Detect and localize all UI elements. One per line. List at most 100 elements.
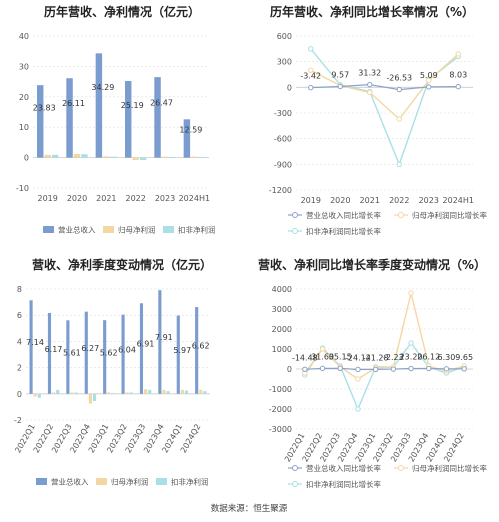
chart-title: 历年营收、净利情况（亿元） (44, 4, 200, 19)
bar-1 (29, 300, 33, 394)
data-label: -14.48 (292, 353, 318, 362)
data-label: 31.60 (311, 352, 334, 361)
data-label: 7.91 (155, 333, 173, 342)
point-2 (426, 77, 432, 84)
legend-label: 归母净利润 (118, 225, 156, 235)
y-tick-label: 0 (287, 83, 292, 92)
bar-3 (81, 154, 88, 158)
point-1 (396, 86, 402, 93)
bar-2 (125, 392, 129, 394)
data-label: 26.47 (150, 98, 173, 107)
legend-label: 扣非净利润同比增长率 (306, 226, 381, 236)
series-line-1 (304, 367, 465, 371)
legend-label: 扣非净利润同比增长率 (306, 479, 381, 489)
bar-2 (199, 389, 203, 394)
point-3 (355, 406, 361, 412)
series-line-2 (310, 53, 459, 121)
bar-2 (132, 157, 139, 161)
y-tick-label: 2 (17, 364, 22, 373)
data-label: -26.53 (386, 74, 412, 83)
bar-2 (191, 156, 198, 158)
legend-marker (398, 212, 404, 218)
data-label: 31.32 (358, 69, 381, 78)
x-tick-label: 2023 (419, 196, 439, 205)
legend-label: 归母净利润同比增长率 (412, 210, 487, 220)
point-2 (408, 290, 414, 296)
y-tick-label: 2000 (272, 325, 292, 334)
data-label: 5.61 (63, 349, 81, 358)
bar-1 (66, 78, 73, 158)
legend-label: 营业总收入 (58, 225, 96, 235)
x-tick-label: 2019 (37, 194, 57, 203)
legend-label: 营业总收入同比增长率 (306, 463, 381, 473)
y-tick-label: -10 (16, 184, 29, 193)
point-1 (355, 366, 361, 373)
bar-3 (129, 392, 133, 394)
data-label: 5.09 (420, 71, 438, 80)
bar-2 (144, 389, 148, 394)
chart-title: 营收、净利季度变动情况（亿元） (32, 257, 212, 272)
bar-2 (161, 156, 169, 158)
y-tick-label: 8 (17, 285, 22, 294)
chart-2: 历年营收、净利同比增长率情况（%） -1200 -900 -600 -300 0 300 60… (269, 4, 488, 236)
point-1 (337, 365, 343, 371)
x-tick-label: 2021 (96, 194, 116, 203)
chart-title: 历年营收、净利同比增长率情况（%） (270, 4, 474, 19)
bar-1 (121, 314, 125, 394)
point-1 (308, 84, 314, 91)
y-tick-label: 3000 (272, 305, 292, 314)
data-label: 6.62 (192, 342, 210, 351)
data-label: -2.23 (383, 353, 404, 362)
y-tick-label: 0 (24, 154, 29, 163)
bar-2 (52, 392, 56, 394)
data-label: -3.42 (300, 72, 321, 81)
y-tick-label: 0 (17, 390, 22, 399)
data-label: -24.14 (345, 353, 371, 362)
y-tick-label: 4000 (272, 285, 292, 294)
data-label: 5.97 (173, 346, 191, 355)
legend-label: 扣非净利润 (178, 225, 216, 235)
point-2 (319, 346, 326, 352)
data-label: 9.57 (331, 71, 349, 80)
x-tick-label: 2022 (125, 194, 145, 203)
bar-3 (111, 393, 115, 394)
y-tick-label: -300 (274, 109, 292, 118)
y-tick-label: 600 (277, 32, 292, 41)
bar-1 (124, 81, 132, 158)
series-line-2 (304, 292, 465, 380)
point-2 (367, 89, 373, 96)
data-label: 9.65 (455, 353, 473, 362)
y-tick-label: 300 (277, 58, 292, 67)
legend-swatch (163, 226, 174, 233)
data-label: 26.12 (417, 352, 440, 361)
bar-3 (51, 154, 59, 158)
bar-3 (110, 156, 118, 158)
bar-3 (184, 390, 189, 394)
bar-3 (148, 389, 152, 394)
point-1 (443, 366, 450, 372)
y-tick-label: -1200 (269, 186, 292, 195)
x-tick-label: 2020 (330, 196, 350, 205)
point-3 (408, 340, 414, 346)
bar-3 (166, 391, 170, 394)
legend-marker (292, 465, 298, 471)
bar-1 (103, 320, 107, 394)
bar-2 (103, 156, 110, 158)
bar-3 (37, 393, 41, 398)
point-2 (355, 376, 361, 382)
point-1 (461, 366, 467, 372)
y-tick-label: 40 (19, 32, 29, 41)
data-label: 23.20 (400, 353, 423, 362)
legend-marker (398, 465, 404, 471)
bar-3 (56, 389, 60, 394)
legend-swatch (156, 478, 167, 485)
legend-label: 归母净利润同比增长率 (412, 463, 487, 473)
bar-3 (203, 391, 207, 394)
bar-1 (66, 320, 70, 394)
chart-title: 营收、净利同比增长率季度变动情况（%） (258, 257, 486, 272)
bar-1 (36, 85, 44, 158)
point-3 (308, 46, 314, 52)
y-tick-label: -1000 (269, 385, 292, 394)
data-label: 35.15 (329, 352, 352, 361)
point-1 (426, 365, 432, 372)
